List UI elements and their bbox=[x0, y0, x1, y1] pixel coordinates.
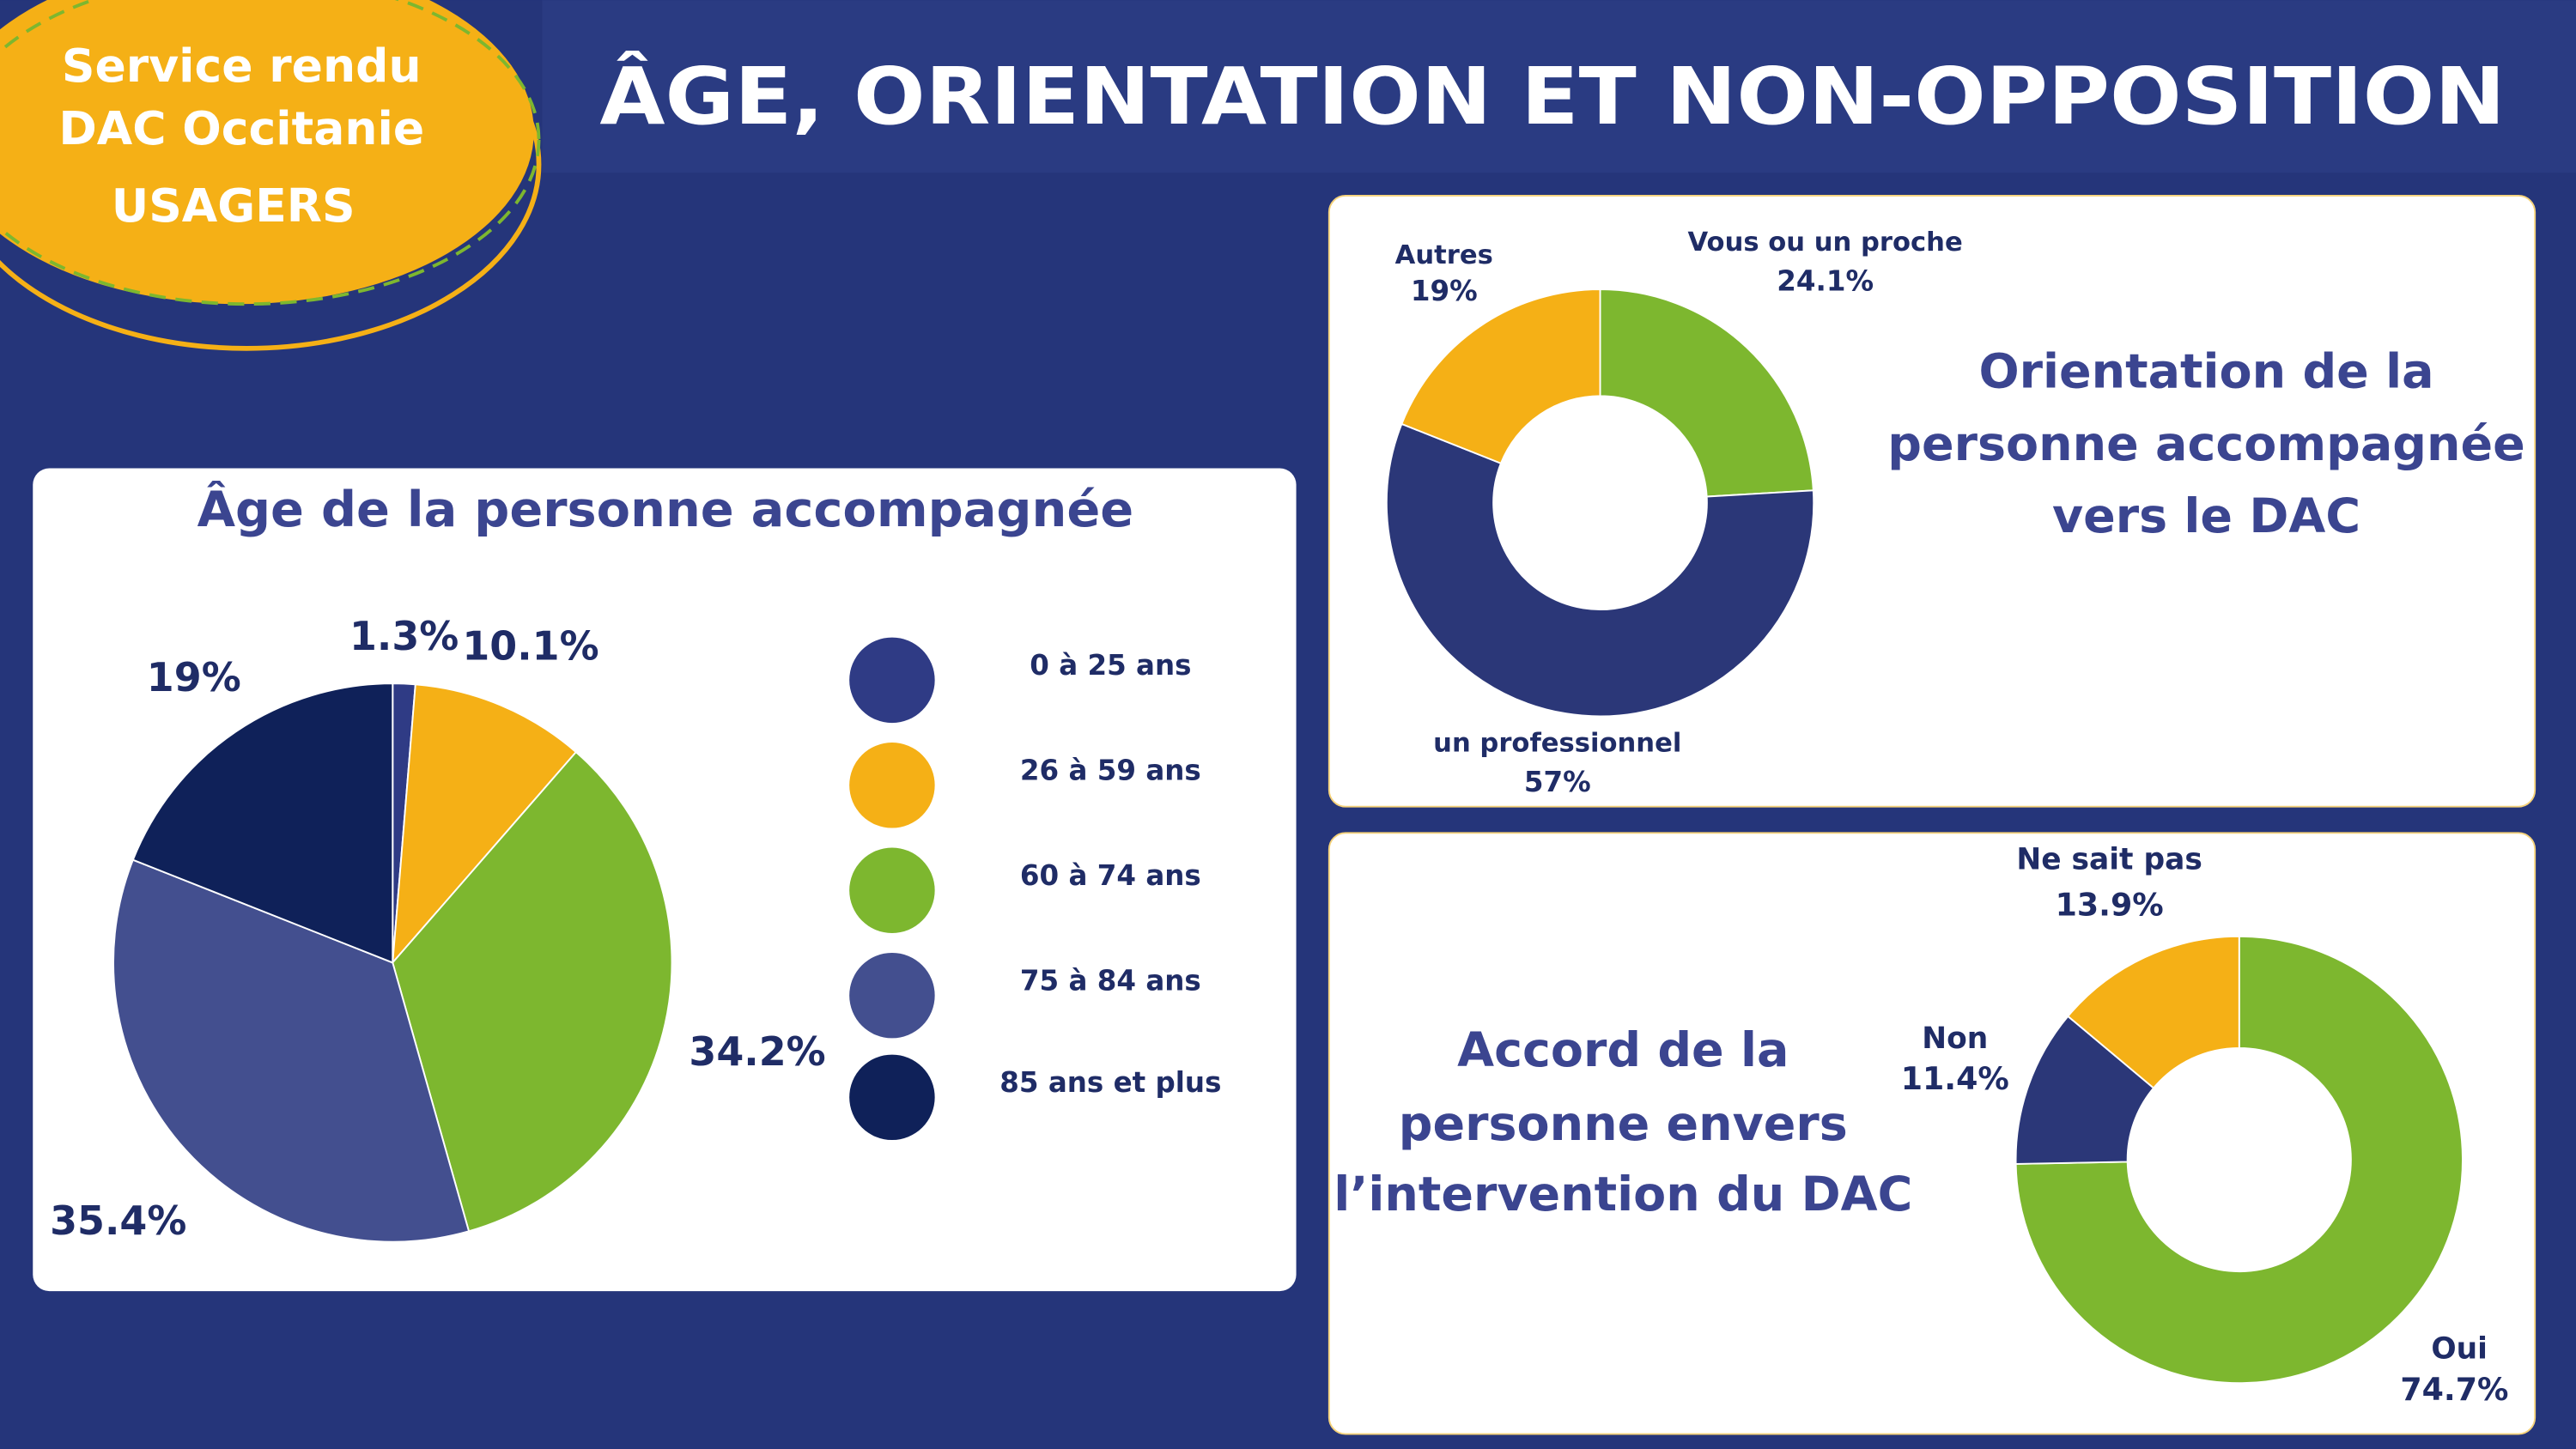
legend-label: 0 à 25 ans bbox=[1030, 649, 1191, 682]
slice bbox=[2066, 935, 2240, 1089]
value-label: 34.2% bbox=[689, 1028, 825, 1075]
slice bbox=[112, 858, 471, 1243]
chart-title: vers le DAC bbox=[2052, 489, 2360, 544]
badge-line: Service rendu bbox=[62, 39, 422, 93]
badge-dash bbox=[0, 0, 541, 306]
value-label: 10.1% bbox=[462, 622, 598, 669]
legend-label: 26 à 59 ans bbox=[1020, 754, 1201, 786]
category-label: Non bbox=[1922, 1022, 1988, 1056]
badge-line: USAGERS bbox=[112, 179, 355, 233]
value-label: 19% bbox=[1411, 275, 1478, 307]
chart-title: l’intervention du DAC bbox=[1334, 1167, 1912, 1222]
legend-swatch bbox=[849, 637, 935, 724]
slice bbox=[392, 683, 578, 966]
category-label: Vous ou un proche bbox=[1688, 227, 1963, 258]
value-label: 74.7% bbox=[2400, 1371, 2508, 1408]
legend-label: 85 ans et plus bbox=[999, 1066, 1221, 1099]
badge bbox=[0, 0, 534, 305]
badge-ring bbox=[0, 0, 542, 351]
chart-title: Âge de la personne accompagnée bbox=[197, 480, 1134, 538]
slice bbox=[1400, 288, 1601, 465]
header-band bbox=[542, 0, 2576, 173]
legend-swatch bbox=[849, 847, 935, 933]
slice bbox=[2014, 935, 2464, 1385]
chart-title: personne envers bbox=[1399, 1097, 1848, 1152]
chart-title: Orientation de la bbox=[1978, 345, 2433, 400]
slice bbox=[131, 682, 394, 964]
value-label: 13.9% bbox=[2056, 886, 2164, 923]
chart-title: Accord de la bbox=[1457, 1023, 1789, 1078]
chart-title: personne accompagnée bbox=[1887, 417, 2524, 472]
slice bbox=[1599, 288, 1814, 498]
value-label: 11.4% bbox=[1901, 1060, 2009, 1097]
slice bbox=[392, 750, 673, 1233]
slice bbox=[1385, 422, 1815, 718]
category-label: un professionnel bbox=[1433, 728, 1681, 758]
category-label: Ne sait pas bbox=[2016, 842, 2202, 876]
value-label: 19% bbox=[147, 654, 241, 700]
legend-swatch bbox=[849, 743, 935, 828]
legend-label: 60 à 74 ans bbox=[1020, 859, 1201, 892]
badge-line: DAC Occitanie bbox=[58, 101, 424, 155]
legend-swatch bbox=[849, 952, 935, 1039]
value-label: 24.1% bbox=[1777, 264, 1874, 297]
legend-label: 75 à 84 ans bbox=[1020, 964, 1201, 997]
category-label: Oui bbox=[2431, 1331, 2488, 1366]
legend-swatch bbox=[849, 1054, 935, 1141]
value-label: 57% bbox=[1524, 766, 1591, 798]
category-label: Autres bbox=[1395, 240, 1493, 270]
value-label: 35.4% bbox=[50, 1197, 186, 1244]
value-label: 1.3% bbox=[349, 613, 459, 659]
page-title: ÂGE, ORIENTATION ET NON-OPPOSITION bbox=[599, 50, 2505, 142]
